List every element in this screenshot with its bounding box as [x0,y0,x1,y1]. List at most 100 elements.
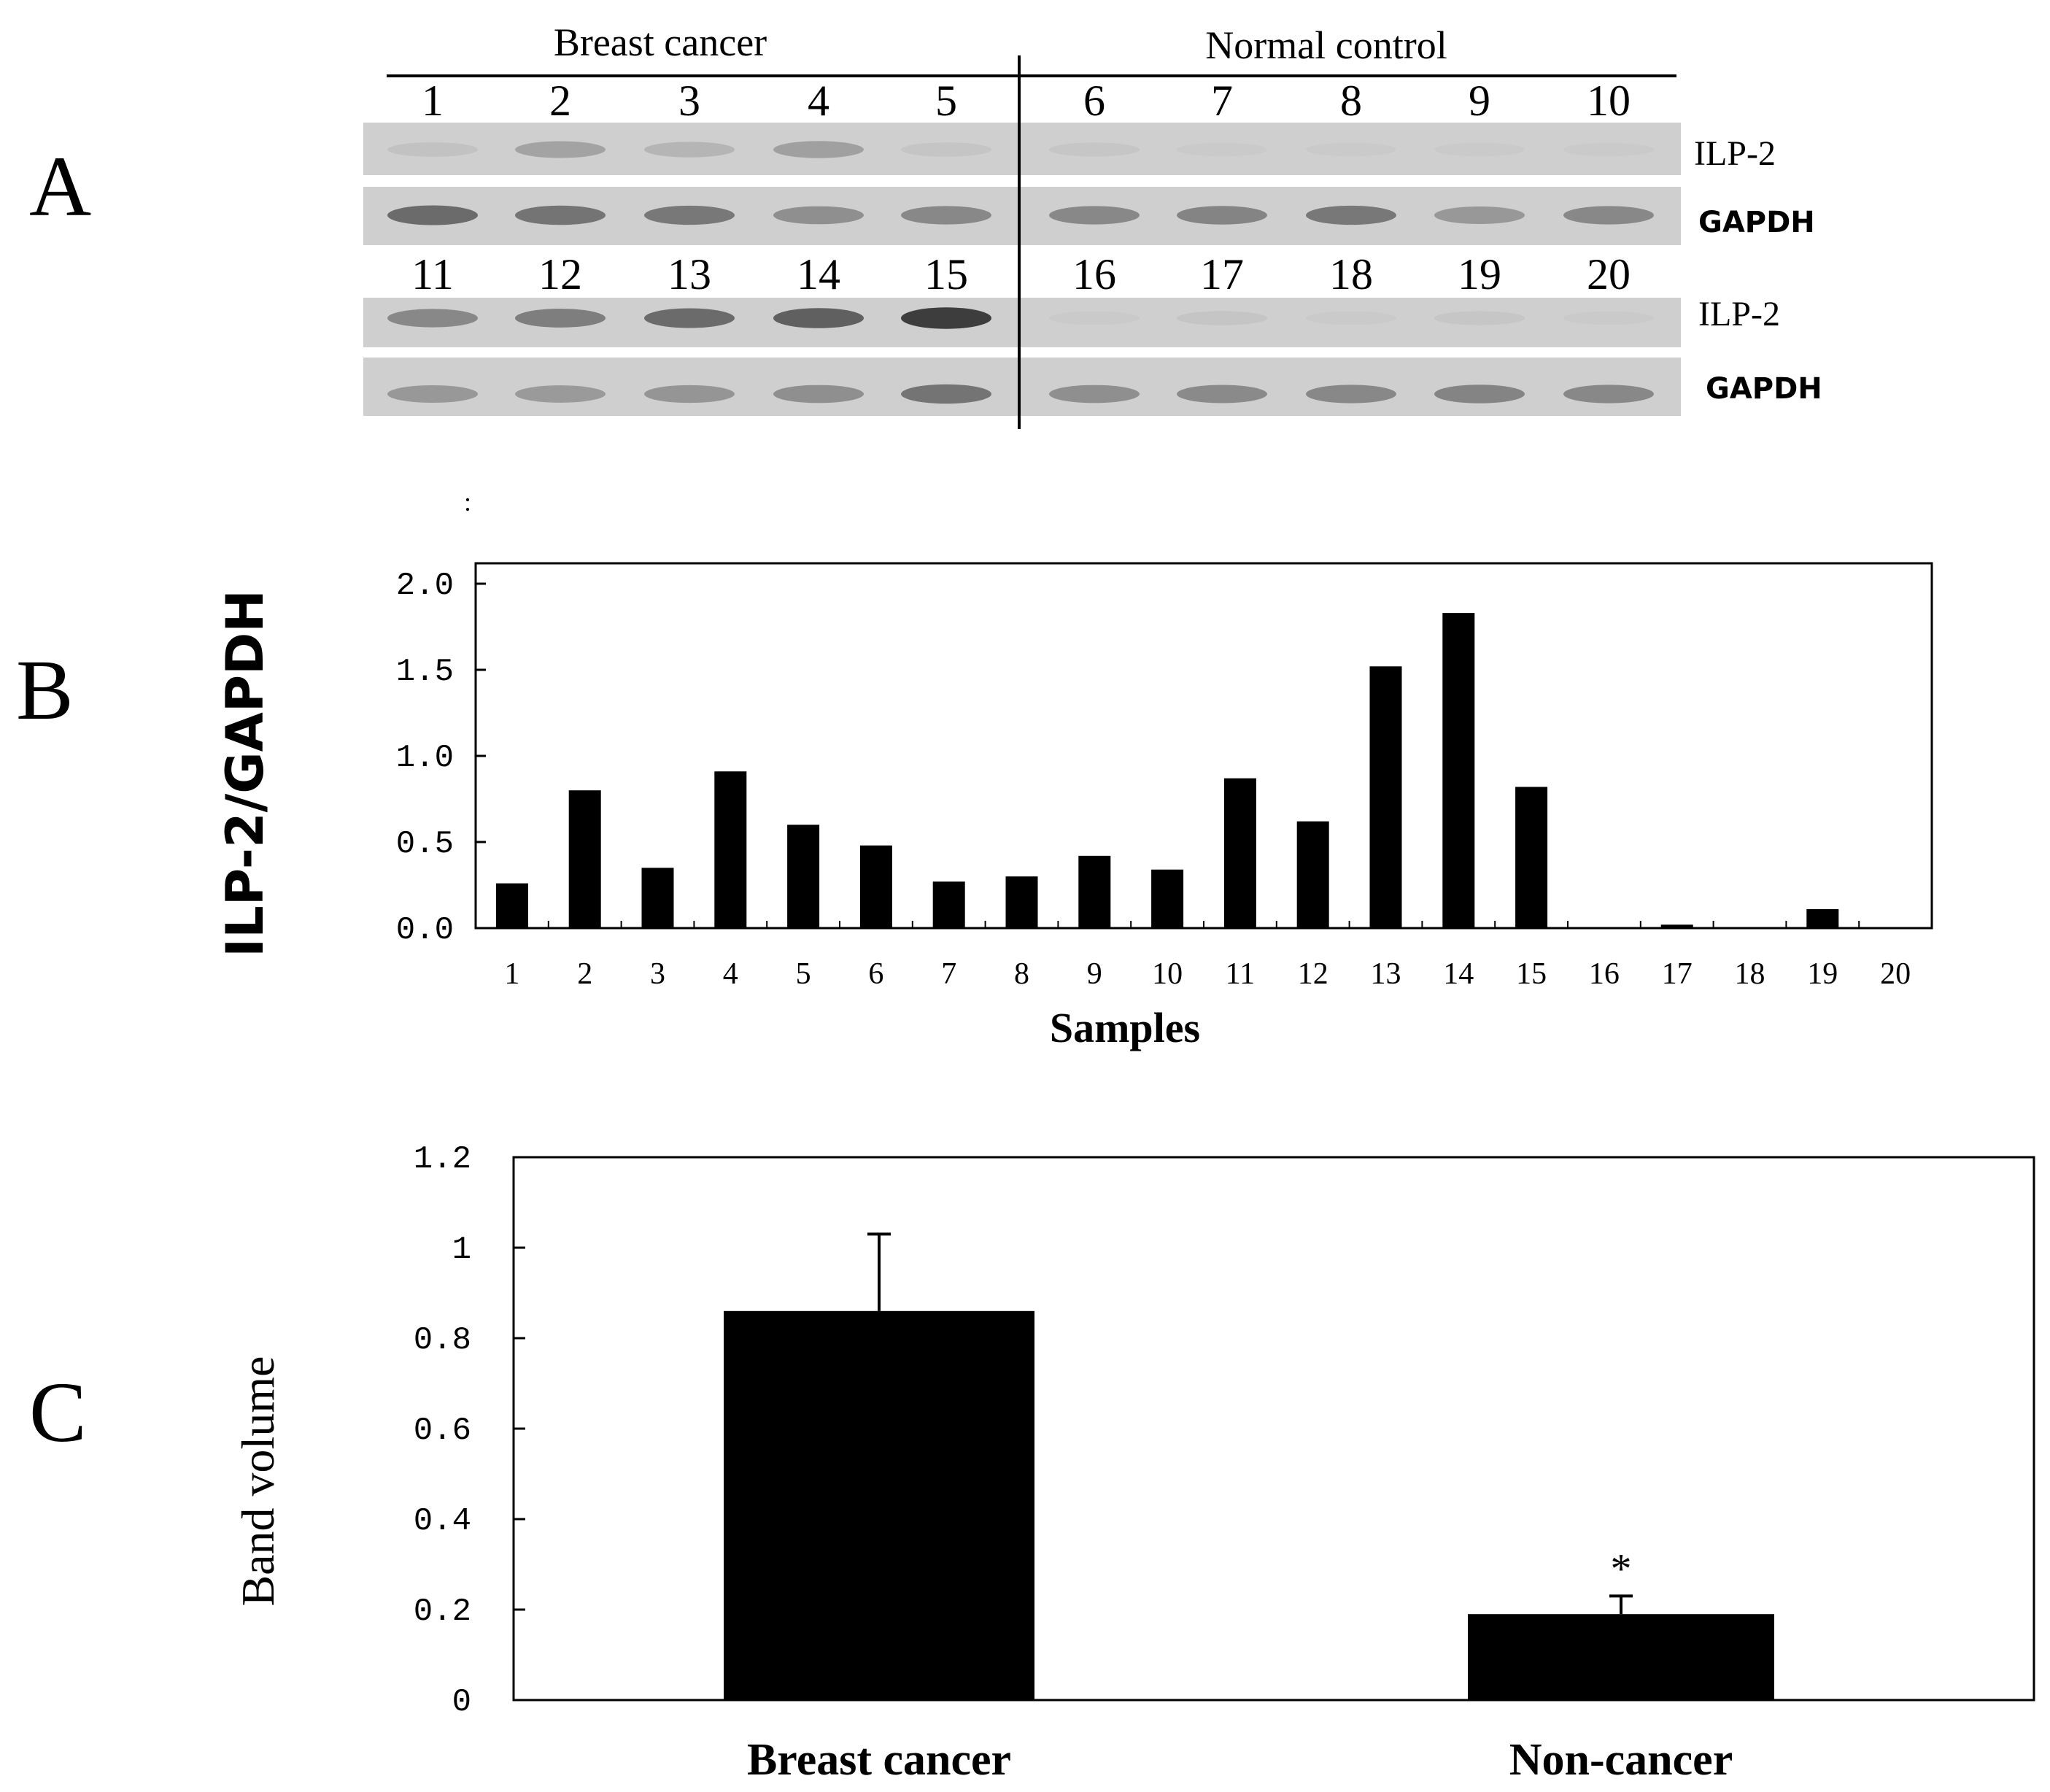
blot-band [515,141,606,158]
lane-numbers-row-1: 1 2 3 4 5 6 7 8 9 10 [422,77,1631,125]
panel-c: C 0 0.2 0.4 0.6 0.8 1 1.2 Breast cancer Non-can… [29,1141,2035,1785]
blot-band [644,142,735,158]
chart-b-x-tick-label: 2 [577,957,592,991]
chart-b-bars [495,613,1933,928]
blot-band [901,307,991,329]
blot-band [1563,206,1654,225]
blot-band [1563,385,1654,403]
chart-b-x-tick-label: 16 [1589,957,1620,991]
lane-number: 4 [808,77,829,125]
chart-b-bar [1369,666,1402,928]
chart-b-x-tick-label: 4 [723,957,738,991]
blot-band [644,205,735,225]
chart-b-bar [1515,787,1548,928]
blot-band [387,142,478,157]
chart-b-frame [474,562,1933,930]
chart-b-bar [932,881,965,928]
blot-band [387,205,478,225]
chart-b-y-tick-label: 2.0 [396,568,454,604]
chart-c-y-tick-label: 0.8 [414,1322,471,1359]
chart-b-bar [1005,876,1038,928]
lane-number: 16 [1072,250,1116,298]
panel-b: B : 0.00.51.01.52.0 1 2 3 4 5 6 7 8 9 10 11 12 13 14 1… [16,487,1933,1051]
chart-c-x-tick-label: Non-cancer [1509,1735,1733,1785]
blot-label-gapdh-row-1: GAPDH [1698,206,1815,239]
lane-number: 13 [668,250,711,298]
lane-number: 20 [1587,250,1631,298]
blot-band [901,384,991,404]
chart-b-y-tick-label: 0.0 [396,912,454,949]
lane-number: 5 [935,77,957,125]
blot-band [515,385,606,403]
chart-b-bar [714,771,747,928]
chart-b-y-tick-label: 1.5 [396,654,454,690]
lane-number: 2 [549,77,571,125]
chart-c-x-tick-label: Breast cancer [747,1735,1011,1785]
chart-b-x-tick-label: 9 [1087,957,1102,991]
chart-b-x-tick-label: 7 [941,957,956,991]
significance-asterisk: * [1611,1545,1632,1592]
blot-label-ilp2-row-1: ILP-2 [1694,134,1776,173]
chart-b-bar [495,883,528,928]
blot-band [1434,206,1525,224]
blot-band [1563,142,1654,157]
lane-number: 3 [678,77,700,125]
blot-band [1177,311,1267,325]
blot-band [515,309,606,328]
chart-c-y-axis-label: Band volume [232,1356,284,1606]
blot-strips [363,123,1681,416]
chart-b-bar [641,868,674,928]
chart-c-y-tick-label: 0.4 [414,1503,471,1540]
blot-band [1049,311,1140,325]
chart-b-bar [859,845,892,928]
group-label-normal-control: Normal control [1205,23,1447,67]
chart-b-x-tick-label: 3 [650,957,665,991]
chart-b-x-tick-label: 19 [1807,957,1838,991]
chart-b-x-tick-label: 13 [1371,957,1401,991]
chart-b-y-axis-label: ILP-2/GAPDH [215,590,275,957]
chart-b-y-ticks: 0.0 0.5 1.0 1.5 2.0 [396,568,486,949]
chart-c-bar [1468,1614,1774,1700]
chart-c-bar [724,1310,1034,1700]
blot-band [773,308,864,328]
chart-b-bar [787,824,820,928]
blot-band [1049,385,1140,403]
blot-band [1434,311,1525,325]
group-label-breast-cancer: Breast cancer [554,20,767,64]
blot-band [1306,311,1396,325]
blot-band [387,309,478,328]
chart-b-bar [1296,821,1329,928]
chart-c-y-tick-label: 1 [452,1232,471,1268]
blot-band [1049,206,1140,225]
blot-band [1306,385,1396,403]
panel-a-letter: A [29,139,91,234]
lane-number: 6 [1083,77,1105,125]
chart-c-y-tick-label: 0.2 [414,1594,471,1630]
chart-b-x-tick-labels: 1 2 3 4 5 6 7 8 9 10 11 12 13 14 15 16 17 18 19 20 [504,957,1911,991]
blot-band [1049,142,1140,157]
blot-band [1177,206,1267,225]
chart-c-y-tick-label: 0 [452,1684,471,1720]
blot-band [1563,311,1654,325]
lane-number: 10 [1587,77,1631,125]
blot-label-ilp2-row-2: ILP-2 [1698,295,1780,333]
lane-number: 8 [1340,77,1362,125]
chart-b-y-tick-label: 0.5 [396,826,454,862]
lane-number: 7 [1211,77,1233,125]
chart-b-x-tick-label: 6 [868,957,883,991]
chart-b-x-tick-label: 10 [1152,957,1183,991]
lane-number: 1 [422,77,444,125]
chart-b-y-tick-label: 1.0 [396,740,454,776]
lane-number: 18 [1329,250,1373,298]
chart-b-x-tick-label: 5 [796,957,811,991]
blot-band [644,308,735,328]
blot-band [1306,142,1396,157]
blot-band [773,206,864,225]
chart-c-x-tick-labels: Breast cancer Non-cancer [747,1735,1733,1785]
lane-number: 15 [924,250,968,298]
lane-numbers-row-2: 11 12 13 14 15 16 17 18 19 20 [411,250,1631,298]
chart-b-bar [1223,778,1256,928]
chart-b-x-tick-label: 17 [1662,957,1693,991]
chart-b-bar [1442,613,1475,928]
stray-mark: : [464,487,471,517]
